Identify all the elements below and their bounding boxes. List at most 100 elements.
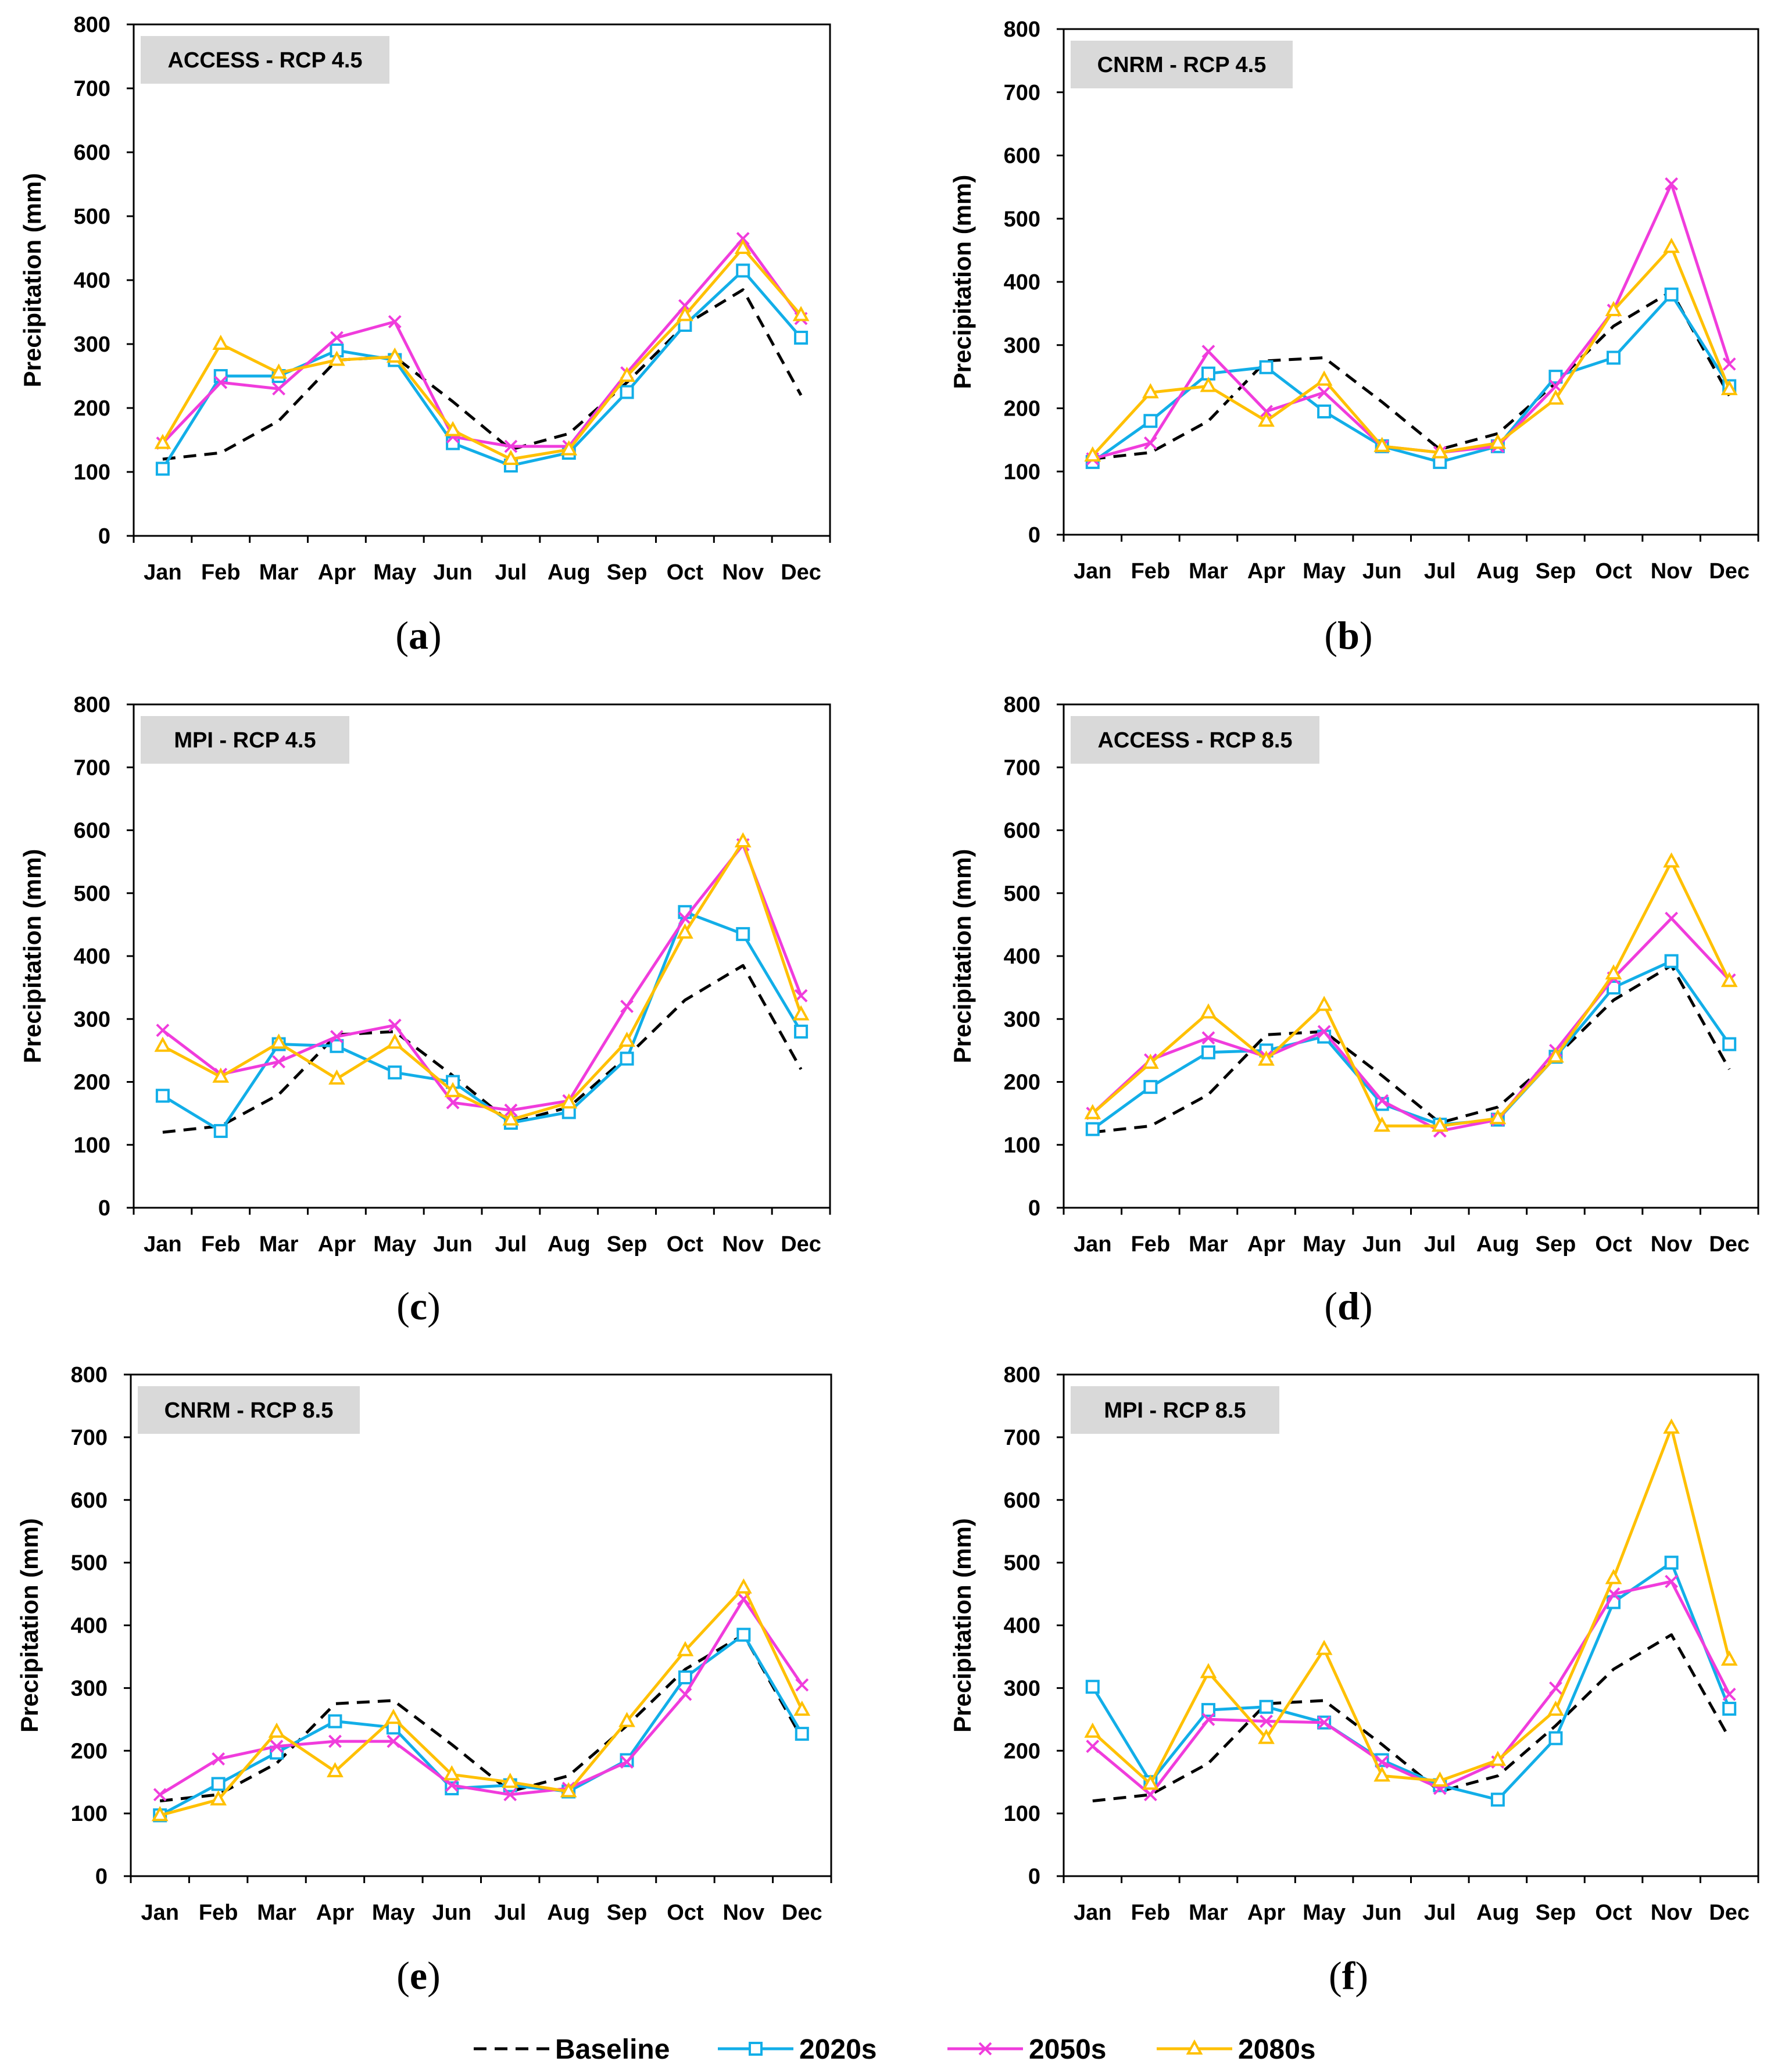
x-tick-label: Apr (1247, 1232, 1286, 1257)
data-point (386, 347, 403, 363)
x-tick-label: Jun (433, 1232, 473, 1257)
y-axis-label: Precipitation (mm) (16, 1518, 43, 1733)
data-point (735, 1578, 752, 1594)
x-tick-label: Mar (1189, 1232, 1228, 1257)
panel-caption: (f) (1329, 1953, 1368, 1998)
series-line-s2050 (162, 237, 803, 448)
legend-label: 2080s (1238, 2034, 1315, 2065)
legend-entry-s2080: 2080s (1157, 2034, 1315, 2065)
data-point (1605, 1569, 1622, 1584)
chart-title-box (138, 1386, 360, 1434)
y-tick-label: 300 (1004, 1007, 1040, 1032)
x-tick-label: Apr (1247, 1901, 1286, 1925)
x-tick-label: May (373, 1232, 416, 1257)
y-tick-label: 400 (71, 1614, 108, 1638)
data-point (328, 350, 345, 366)
series-line-baseline (162, 288, 803, 461)
x-tick-label: Jan (1074, 1232, 1111, 1257)
data-point (153, 1788, 167, 1802)
panel-caption: (b) (1324, 613, 1372, 657)
x-tick-label: Nov (722, 1232, 764, 1257)
y-tick-label: 200 (1004, 397, 1040, 421)
data-point (330, 1030, 344, 1043)
y-tick-label: 800 (71, 1363, 108, 1387)
data-point (1664, 954, 1679, 968)
data-point (211, 1777, 226, 1791)
y-tick-label: 200 (74, 1071, 110, 1095)
x-tick-label: Oct (1595, 559, 1632, 584)
x-tick-label: Apr (318, 560, 356, 585)
data-point (1722, 1687, 1736, 1701)
x-tick-label: Sep (607, 1901, 648, 1925)
chart-title: CNRM - RCP 4.5 (1097, 53, 1267, 77)
data-point (794, 331, 809, 345)
data-point (270, 363, 287, 379)
plot-area (133, 703, 831, 1209)
x-tick-label: Mar (1189, 1901, 1228, 1925)
data-point (677, 923, 693, 939)
x-tick-label: Jun (1362, 1901, 1402, 1925)
x-tick-label: Nov (722, 1901, 764, 1925)
data-point (1201, 345, 1215, 359)
y-tick-label: 300 (1004, 1676, 1040, 1701)
data-point (1201, 1703, 1215, 1717)
x-tick-label: Jul (495, 560, 527, 585)
x-tick-label: Oct (667, 1901, 704, 1925)
y-tick-label: 0 (98, 1196, 110, 1221)
y-tick-label: 700 (1004, 1426, 1040, 1450)
y-tick-label: 200 (74, 396, 110, 421)
data-point (677, 306, 693, 321)
y-tick-label: 700 (1004, 81, 1040, 105)
x-tick-label: Oct (667, 560, 704, 585)
x-tick-label: Nov (1651, 1901, 1693, 1925)
data-point (328, 1734, 342, 1748)
data-point (1431, 1116, 1448, 1132)
y-axis-label: Precipitation (mm) (19, 173, 46, 388)
data-point (1143, 414, 1158, 428)
series-baseline (162, 288, 803, 461)
data-point (1665, 911, 1679, 925)
data-point (1200, 377, 1217, 392)
data-point (1663, 1418, 1680, 1434)
data-point (1143, 436, 1157, 450)
chart-title-box (1071, 716, 1319, 764)
series-s2080 (151, 1578, 811, 1822)
data-point (272, 382, 285, 396)
x-tick-label: Sep (607, 1232, 648, 1257)
y-tick-label: 700 (71, 1426, 108, 1450)
data-point (1489, 1109, 1507, 1125)
x-tick-label: May (1303, 1232, 1346, 1257)
data-point (270, 1033, 287, 1049)
data-point (503, 1788, 517, 1802)
data-point (388, 315, 402, 328)
x-tick-label: Aug (1476, 559, 1519, 584)
chart-panel-c: 0 100 200 300 400 500 600 700 800 Jan Feb Mar Apr May… (19, 693, 831, 1328)
data-point (1722, 1701, 1737, 1716)
series-line-s2020 (159, 1633, 803, 1817)
y-tick-label: 500 (71, 1551, 108, 1576)
data-point (1201, 1031, 1215, 1045)
data-point (618, 366, 635, 382)
legend: Baseline 2020s 2050s 2080s (474, 2034, 1315, 2065)
x-tick-label: Oct (1595, 1232, 1632, 1257)
x-tick-label: Feb (1131, 1232, 1171, 1257)
data-point (1143, 1788, 1157, 1802)
data-point (618, 1031, 635, 1047)
y-tick-label: 600 (1004, 1488, 1040, 1513)
y-tick-label: 500 (74, 205, 110, 229)
data-point (677, 1641, 694, 1656)
y-tick-label: 600 (74, 819, 110, 843)
data-point (1722, 1037, 1737, 1051)
chart-title: CNRM - RCP 8.5 (164, 1398, 334, 1423)
data-point (502, 449, 520, 465)
x-tick-label: Jan (1074, 1901, 1111, 1925)
y-tick-label: 100 (71, 1802, 108, 1826)
data-point (385, 1709, 402, 1724)
y-tick-label: 800 (1004, 17, 1040, 42)
y-tick-label: 700 (74, 77, 110, 101)
x-tick-label: Jun (1362, 1232, 1402, 1257)
x-tick-label: Dec (781, 560, 821, 585)
data-point (1607, 350, 1621, 365)
data-point (1259, 360, 1274, 374)
y-axis-label: Precipitation (mm) (949, 1518, 976, 1733)
